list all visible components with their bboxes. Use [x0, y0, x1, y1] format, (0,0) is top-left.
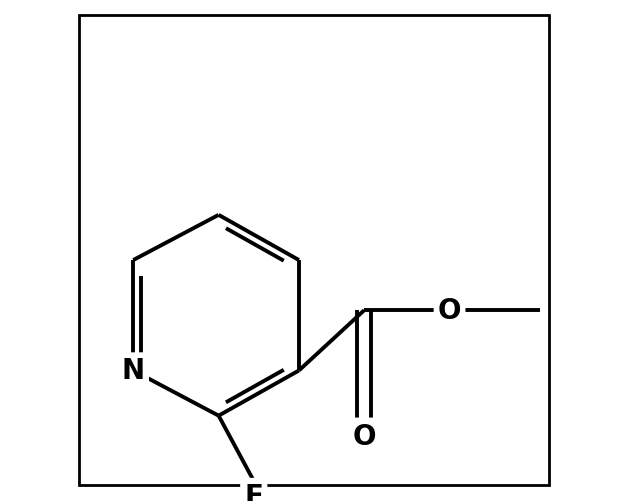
- Text: F: F: [244, 482, 263, 501]
- Text: O: O: [352, 422, 376, 450]
- Text: O: O: [438, 297, 462, 325]
- Text: N: N: [122, 357, 145, 385]
